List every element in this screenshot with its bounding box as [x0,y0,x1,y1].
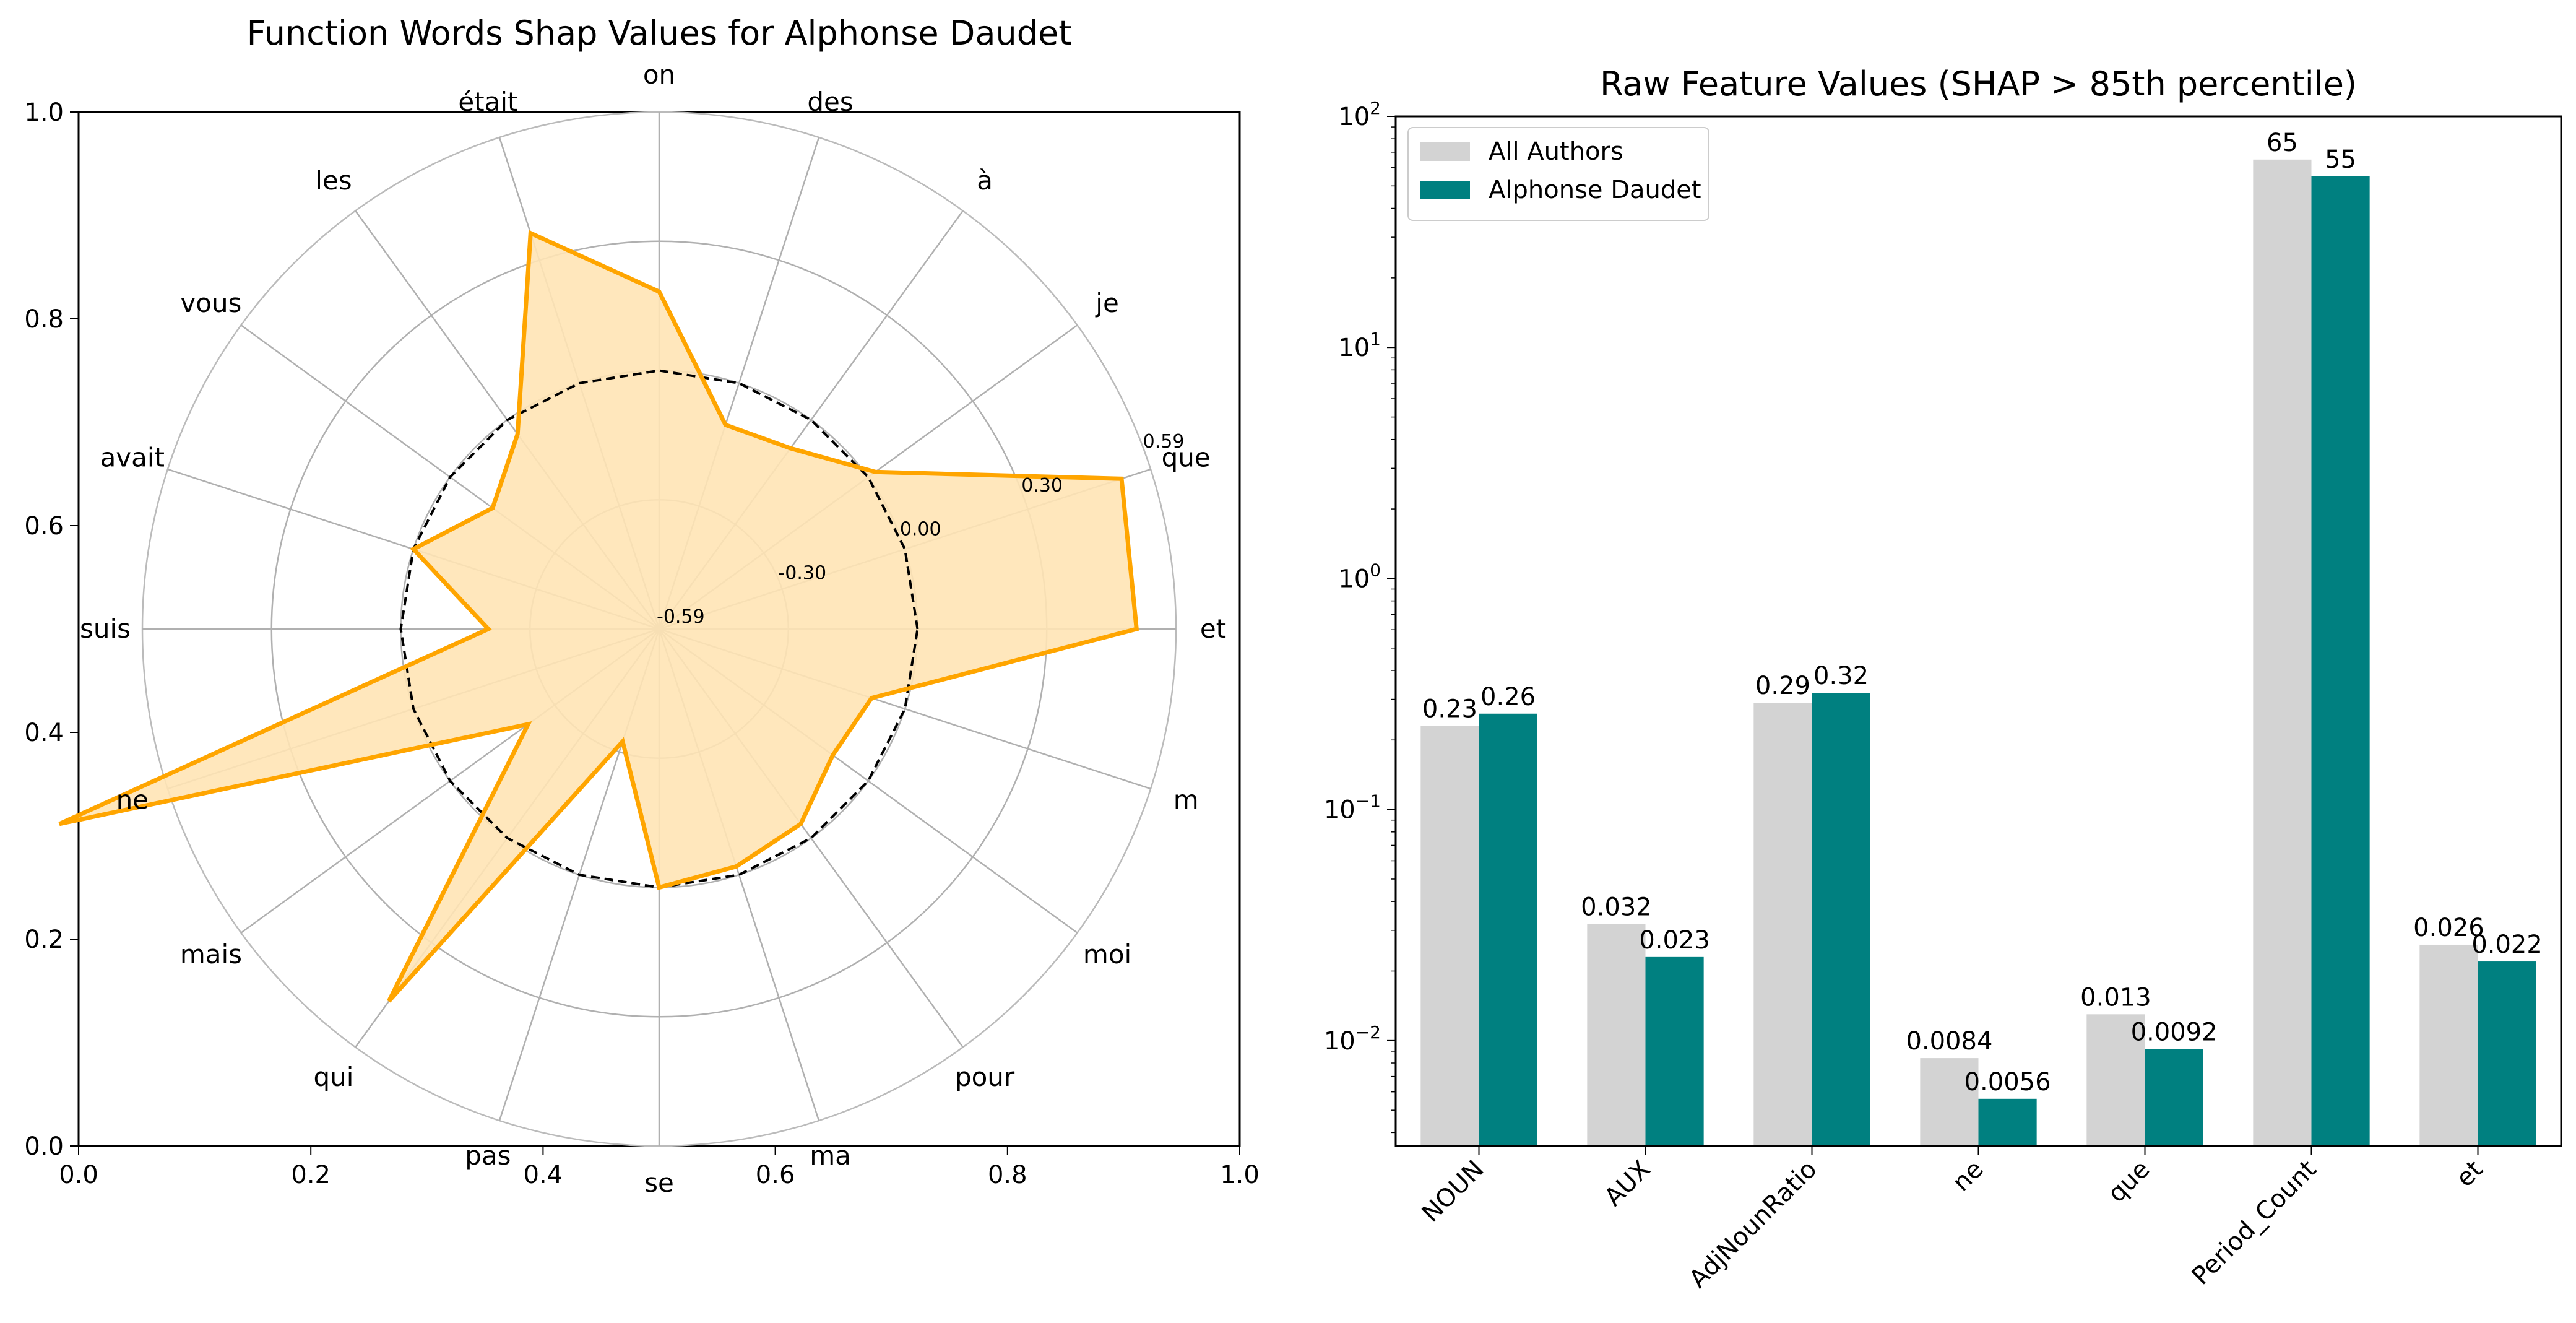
axes-frame [1394,115,2562,1147]
y-tick-label: 1.0 [24,98,64,127]
x-tick-label: AUX [1599,1155,1656,1212]
legend-label: All Authors [1489,137,1623,166]
y-tick-label: 102 [1338,98,1381,131]
radial-tick-label: 0.30 [1021,475,1063,497]
y-tick-label: 0.6 [24,512,64,540]
category-label: avait [100,442,165,472]
legend-swatch [1420,181,1470,199]
x-tick-label: AdjNounRatio [1683,1155,1822,1294]
bar-value-label: 55 [2325,145,2356,174]
category-label: ne [116,785,149,815]
category-label: des [807,87,853,117]
category-label: moi [1083,939,1131,969]
bar [1587,924,1646,1146]
x-tick-label: 0.8 [988,1161,1027,1189]
bar-value-label: 0.26 [1480,683,1536,711]
bar [1645,956,1704,1146]
y-tick-label: 100 [1338,560,1381,593]
radial-tick-label: -0.59 [657,606,705,628]
bar [1753,703,1812,1146]
bar [1420,726,1479,1146]
y-tick-label: 0.0 [24,1132,64,1161]
legend-swatch [1420,142,1470,161]
category-label: les [315,165,352,196]
bar [1920,1058,1979,1146]
category-label: qui [313,1062,353,1092]
y-tick-label: 10−2 [1324,1022,1381,1056]
chart-title: Raw Feature Values (SHAP > 85th percenti… [1600,64,2357,103]
category-label: à [977,165,993,196]
bar-value-label: 65 [2267,129,2298,157]
x-tick-label: 0.0 [59,1161,98,1189]
bar-value-label: 0.23 [1422,695,1477,724]
category-label: pour [955,1062,1015,1092]
bar-value-label: 0.0092 [2131,1018,2218,1046]
legend-box [1407,127,1709,221]
bar-value-label: 0.023 [1639,926,1710,955]
bar-value-label: 0.0056 [1964,1068,2051,1096]
category-label: et [1200,614,1226,644]
category-label: se [644,1168,674,1198]
bar-value-label: 0.32 [1813,662,1869,690]
x-tick-label: 0.4 [524,1161,563,1189]
bar-value-label: 0.032 [1581,893,1652,921]
y-tick-label: 0.4 [24,719,64,747]
radial-tick-label: -0.30 [778,562,826,584]
x-tick-label: 1.0 [1220,1161,1260,1189]
legend: All Authors Alphonse Daudet [1407,127,1709,221]
category-label: je [1095,288,1119,318]
y-tick-label: 10−1 [1324,791,1381,825]
y-tick-label: 0.8 [24,305,64,334]
x-tick-label: ne [1947,1155,1989,1197]
radar-zero-line [399,369,919,889]
x-tick-label: Period_Count [2187,1155,2322,1291]
bar [1978,1098,2037,1146]
bar-value-label: 0.026 [2413,914,2484,942]
bar-value-label: 0.0084 [1906,1027,1992,1056]
category-label: que [1162,442,1211,472]
radar-series-line [58,230,1139,1003]
category-label: était [458,87,517,117]
bar-value-label: 0.013 [2080,983,2151,1012]
radar-chart: Function Words Shap Values for Alphonse … [24,14,1259,1198]
bar [2419,944,2478,1146]
bar [2086,1014,2145,1146]
category-label: m [1173,785,1199,815]
x-tick-label: et [2451,1155,2489,1193]
bar [1812,693,1870,1146]
x-tick-label: NOUN [1417,1155,1490,1228]
bar [2311,176,2370,1147]
radar-series-fill [59,233,1137,1002]
bar-chart: Raw Feature Values (SHAP > 85th percenti… [1324,64,2562,1294]
x-tick-label: 0.2 [291,1161,331,1189]
bar [2145,1049,2203,1146]
bar-value-label: 0.022 [2471,930,2543,959]
y-tick-label: 101 [1338,329,1381,362]
x-tick-label: 0.6 [756,1161,795,1189]
chart-title: Function Words Shap Values for Alphonse … [247,14,1072,53]
category-label: vous [180,288,241,318]
category-label: mais [180,939,242,969]
x-tick-label: que [2103,1155,2156,1208]
bar [1479,713,1537,1146]
category-label: pas [465,1140,511,1171]
y-tick-label: 0.2 [24,926,64,954]
radial-tick-label: 0.00 [900,519,941,540]
bar [2253,159,2312,1147]
bar [2478,961,2536,1146]
bar-value-label: 0.29 [1755,672,1810,700]
legend-label: Alphonse Daudet [1489,176,1701,204]
category-label: suis [80,614,131,644]
category-label: ma [810,1140,851,1171]
category-label: on [643,59,675,90]
radial-tick-label: 0.59 [1143,431,1185,453]
